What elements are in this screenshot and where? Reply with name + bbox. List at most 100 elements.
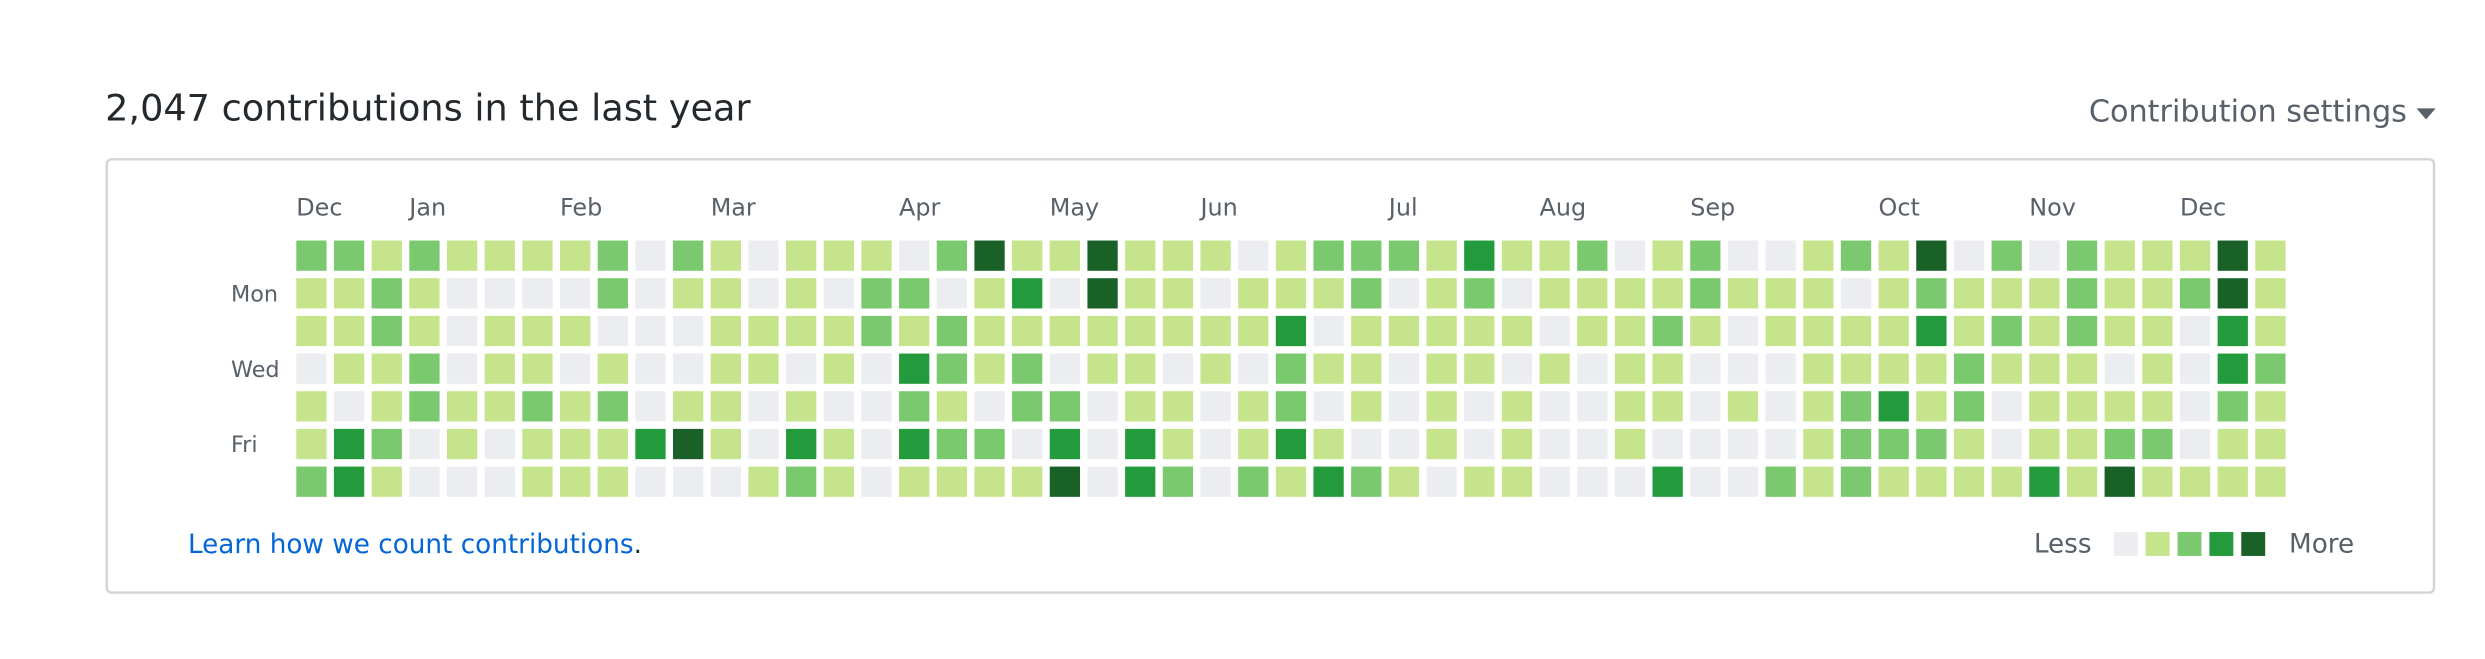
day-cell [899, 315, 930, 347]
day-cell [748, 353, 779, 384]
day-cell [823, 240, 854, 271]
day-cell [823, 315, 854, 347]
day-cell [1087, 278, 1118, 309]
day-cell [1426, 428, 1457, 460]
day-cell [974, 466, 1005, 497]
day-cell [2029, 278, 2060, 309]
day-cell [1426, 315, 1457, 347]
day-cell [1464, 466, 1495, 497]
day-cell [1162, 353, 1194, 384]
day-cell [673, 240, 704, 271]
day-cell [1690, 315, 1721, 347]
day-cell [484, 353, 515, 384]
day-cell [560, 353, 591, 384]
day-cell [1652, 391, 1683, 422]
day-cell [296, 315, 327, 347]
month-label: Nov [2029, 194, 2076, 222]
day-cell [1162, 315, 1194, 347]
day-cell [1313, 428, 1344, 460]
day-cell [1539, 391, 1570, 422]
day-cell [2142, 315, 2173, 347]
day-cell [1765, 240, 1796, 271]
day-cell [597, 278, 628, 309]
day-cell [1200, 466, 1231, 497]
day-cell [635, 278, 666, 309]
day-cell [1162, 428, 1194, 460]
day-cell [1162, 391, 1194, 422]
day-cell [1087, 240, 1118, 271]
legend-swatch [2177, 532, 2202, 556]
day-cell [823, 353, 854, 384]
dropdown-caret[interactable] [2416, 108, 2436, 120]
day-cell [1125, 315, 1156, 347]
learn-more-link[interactable]: Learn how we count contributions [188, 529, 634, 559]
day-cell [1125, 466, 1156, 497]
day-cell [1049, 466, 1081, 497]
day-cell [1803, 428, 1834, 460]
day-cell [296, 240, 327, 271]
day-cell [861, 466, 892, 497]
day-cell [1577, 466, 1608, 497]
month-label: Dec [2180, 194, 2226, 222]
day-cell [1388, 353, 1420, 384]
day-cell [1351, 240, 1382, 271]
day-cell [786, 466, 817, 497]
day-cell [560, 391, 591, 422]
day-cell [1614, 391, 1646, 422]
day-cell [1690, 428, 1721, 460]
day-cell [1426, 391, 1457, 422]
day-cell [1125, 240, 1156, 271]
settings-button[interactable]: Contribution settings [2089, 95, 2407, 130]
day-cell [1727, 240, 1759, 271]
contributions-title: 2,047 contributions in the last year [105, 86, 751, 129]
day-cell [446, 391, 478, 422]
day-cell [823, 278, 854, 309]
day-cell [1577, 353, 1608, 384]
day-cell [2104, 466, 2135, 497]
day-cell [1275, 391, 1307, 422]
day-cell [2255, 466, 2286, 497]
day-cell [333, 278, 365, 309]
day-cell [2217, 353, 2248, 384]
day-cell [1916, 353, 1947, 384]
day-cell [1878, 278, 1909, 309]
day-cell [1275, 353, 1307, 384]
day-cell [1614, 466, 1646, 497]
day-cell [2217, 278, 2248, 309]
day-cell [1162, 240, 1194, 271]
day-cell [1916, 466, 1947, 497]
legend-more: More [2289, 529, 2354, 559]
day-cell [1690, 278, 1721, 309]
day-cell [1313, 391, 1344, 422]
day-cell [2179, 240, 2211, 271]
day-cell [1388, 278, 1420, 309]
day-cell [1765, 466, 1796, 497]
day-cell [2255, 278, 2286, 309]
day-cell [1313, 466, 1344, 497]
day-cell [1614, 315, 1646, 347]
day-cell [974, 240, 1005, 271]
day-cell [1388, 466, 1420, 497]
day-cell [1087, 466, 1118, 497]
day-cell [1840, 315, 1872, 347]
day-cell [635, 466, 666, 497]
legend-swatch [2113, 532, 2138, 556]
day-cell [1388, 428, 1420, 460]
day-cell [786, 353, 817, 384]
day-cell [748, 315, 779, 347]
day-cell [2217, 466, 2248, 497]
day-cell [1991, 353, 2022, 384]
day-cell [597, 353, 628, 384]
day-cell [1539, 240, 1570, 271]
day-cell [2142, 240, 2173, 271]
day-cell [1501, 428, 1533, 460]
day-cell [1803, 391, 1834, 422]
day-cell [1200, 315, 1231, 347]
day-cell [296, 353, 327, 384]
day-cell [484, 428, 515, 460]
day-cell [899, 466, 930, 497]
day-cell [560, 466, 591, 497]
day-cell [1878, 315, 1909, 347]
day-cell [1878, 240, 1909, 271]
